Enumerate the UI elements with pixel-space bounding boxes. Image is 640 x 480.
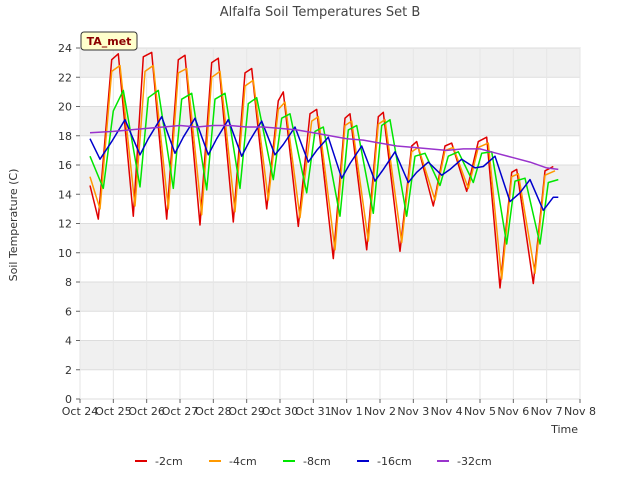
- legend-item-minus-32cm: -32cm: [437, 455, 492, 468]
- legend-item-minus-4cm: -4cm: [209, 455, 257, 468]
- badge-label: TA_met: [87, 35, 132, 48]
- legend-label: -8cm: [303, 455, 331, 468]
- y-tick-label: 6: [65, 305, 72, 318]
- y-tick-label: 14: [58, 188, 72, 201]
- x-axis-label: Time: [550, 423, 578, 436]
- x-tick-label: Oct 27: [162, 405, 199, 418]
- legend-label: -32cm: [457, 455, 492, 468]
- x-tick-label: Nov 7: [531, 405, 563, 418]
- x-tick-label: Nov 5: [464, 405, 496, 418]
- legend-item-minus-16cm: -16cm: [357, 455, 412, 468]
- chart-title: Alfalfa Soil Temperatures Set B: [220, 5, 421, 20]
- plot-band: [80, 282, 580, 312]
- y-tick-label: 18: [58, 130, 72, 143]
- series-layer: [89, 51, 559, 289]
- x-tick-label: Nov 2: [364, 405, 396, 418]
- series-line-minus-4cm: [89, 64, 556, 280]
- x-tick-label: Oct 24: [62, 405, 99, 418]
- y-tick-label: 24: [58, 42, 72, 55]
- legend-item-minus-2cm: -2cm: [135, 455, 183, 468]
- x-tick-label: Oct 28: [195, 405, 232, 418]
- legend-item-minus-8cm: -8cm: [283, 455, 331, 468]
- y-tick-label: 20: [58, 101, 72, 114]
- y-tick-label: 0: [65, 393, 72, 406]
- x-tick-label: Nov 3: [397, 405, 429, 418]
- plot-band: [80, 340, 580, 370]
- x-tick-label: Oct 26: [128, 405, 165, 418]
- series-line-minus-8cm: [89, 89, 559, 245]
- plot-band: [80, 48, 580, 78]
- x-tick-label: Nov 6: [497, 405, 529, 418]
- x-tick-label: Nov 1: [331, 405, 363, 418]
- legend-label: -2cm: [155, 455, 183, 468]
- series-line-minus-32cm: [89, 124, 559, 171]
- y-tick-label: 4: [65, 335, 72, 348]
- x-tick-label: Oct 31: [295, 405, 332, 418]
- legend: -2cm -4cm -8cm -16cm -32cm: [135, 455, 492, 468]
- y-tick-label: 8: [65, 276, 72, 289]
- x-tick-label: Oct 30: [262, 405, 299, 418]
- y-tick-label: 16: [58, 159, 72, 172]
- y-tick-label: 10: [58, 247, 72, 260]
- legend-label: -16cm: [377, 455, 412, 468]
- series-line-minus-2cm: [89, 51, 554, 289]
- plot-band: [80, 106, 580, 136]
- x-tick-label: Nov 4: [431, 405, 463, 418]
- badge-background: [80, 31, 138, 51]
- x-tick-label: Nov 8: [564, 405, 596, 418]
- plot-band: [80, 165, 580, 195]
- series-line-minus-16cm: [89, 115, 559, 212]
- ta-met-badge: TA_met: [80, 31, 138, 51]
- y-tick-label: 22: [58, 71, 72, 84]
- legend-label: -4cm: [229, 455, 257, 468]
- x-tick-label: Oct 29: [228, 405, 265, 418]
- y-tick-label: 2: [65, 364, 72, 377]
- x-tick-label: Oct 25: [95, 405, 132, 418]
- y-tick-label: 12: [58, 218, 72, 231]
- y-axis-label: Soil Temperature (C): [7, 169, 20, 282]
